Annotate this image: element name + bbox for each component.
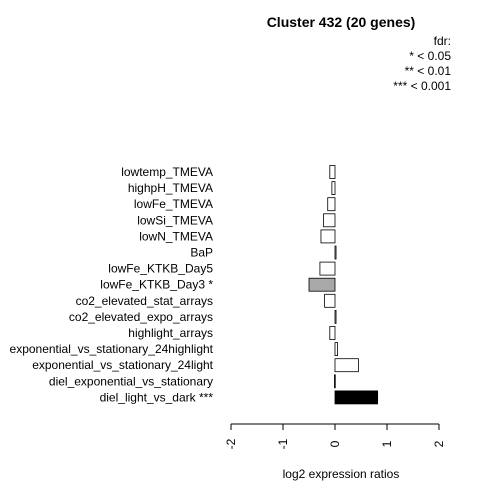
category-label: lowtemp_TMEVA <box>121 165 213 179</box>
x-ticks: -2 -1 0 1 2 <box>224 424 446 449</box>
bar <box>308 277 336 292</box>
bar <box>329 326 336 340</box>
chart-title: Cluster 432 (20 genes) <box>267 14 416 30</box>
category-labels: lowtemp_TMEVA highpH_TMEVA lowFe_TMEVA lowS… <box>10 165 214 404</box>
x-tick-label: -2 <box>224 438 238 449</box>
category-label: BaP <box>190 246 213 260</box>
category-label: diel_light_vs_dark *** <box>100 390 214 404</box>
legend-entry: *** < 0.001 <box>393 79 451 93</box>
x-axis-label: log2 expression ratios <box>283 467 400 481</box>
legend-entry: ** < 0.01 <box>405 64 452 78</box>
bar <box>327 197 336 212</box>
legend-entry: * < 0.05 <box>409 49 451 63</box>
legend: fdr: * < 0.05 ** < 0.01 *** < 0.001 <box>393 34 451 93</box>
bar <box>334 374 336 389</box>
x-tick-label: 0 <box>328 440 342 447</box>
legend-title: fdr: <box>434 34 451 48</box>
bar <box>329 165 336 179</box>
category-label: lowSi_TMEVA <box>137 213 213 227</box>
bar <box>320 229 336 244</box>
x-tick-label: 1 <box>380 440 394 447</box>
category-label: exponential_vs_stationary_24light <box>32 358 213 372</box>
category-label: highlight_arrays <box>128 326 213 340</box>
category-label: diel_exponential_vs_stationary <box>49 374 213 388</box>
category-label: lowFe_KTKB_Day3 * <box>100 278 213 292</box>
category-label: lowN_TMEVA <box>139 229 213 243</box>
bar <box>334 390 379 405</box>
category-label: lowFe_KTKB_Day5 <box>108 262 213 276</box>
x-axis: -2 -1 0 1 2 <box>224 423 446 449</box>
bar <box>331 181 336 196</box>
bar <box>323 213 336 228</box>
bar <box>334 358 359 373</box>
category-label: highpH_TMEVA <box>128 181 213 195</box>
bar <box>324 293 336 308</box>
x-tick-label: -1 <box>276 438 290 449</box>
bar <box>334 245 337 260</box>
category-label: lowFe_TMEVA <box>134 197 213 211</box>
x-tick-label: 2 <box>432 440 446 447</box>
bar <box>334 309 337 324</box>
category-label: co2_elevated_expo_arrays <box>69 310 213 324</box>
bar <box>319 261 336 276</box>
category-label: exponential_vs_stationary_24highlight <box>10 342 214 356</box>
bar <box>334 342 338 357</box>
bars <box>308 165 379 405</box>
category-label: co2_elevated_stat_arrays <box>76 294 213 308</box>
